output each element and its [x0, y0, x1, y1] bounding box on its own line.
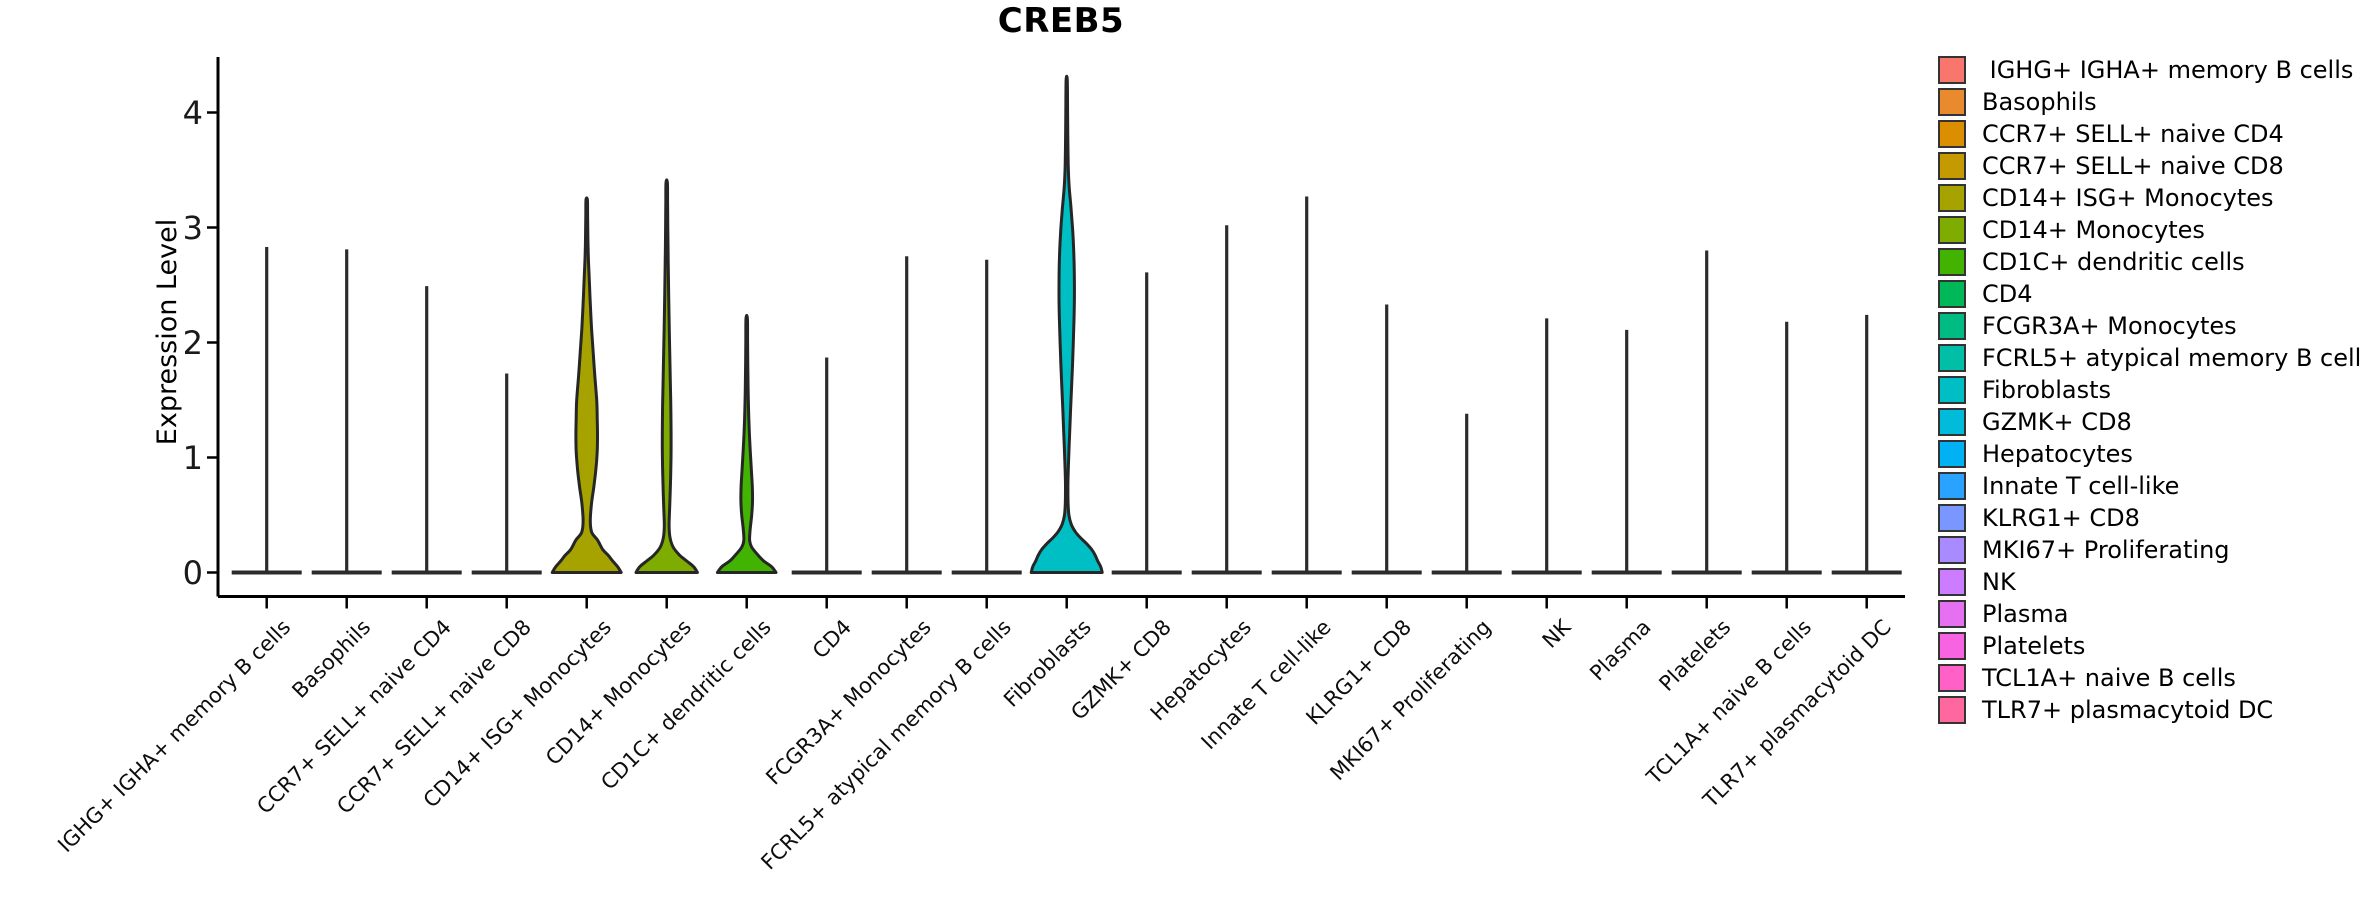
legend-swatch-plasma — [1938, 600, 1966, 628]
legend-item-cd14-monocytes: CD14+ Monocytes — [1938, 214, 2362, 246]
legend-label: CD1C+ dendritic cells — [1982, 247, 2245, 276]
legend-swatch-gzmk-cd8 — [1938, 408, 1966, 436]
violin-cd14-monocytes — [634, 178, 699, 574]
legend-swatch-tlr7-plasmacytoid-dc — [1938, 696, 1966, 724]
legend-label: KLRG1+ CD8 — [1982, 503, 2140, 532]
legend-label: Innate T cell-like — [1982, 471, 2180, 500]
violin-cd1c-dendritic-cells — [715, 313, 778, 574]
legend-swatch-ccr7-sell-naive-cd8 — [1938, 152, 1966, 180]
legend-item-mki67-proliferating: MKI67+ Proliferating — [1938, 534, 2362, 566]
legend-swatch-cd14-isg-monocytes — [1938, 184, 1966, 212]
legend-item-klrg1-cd8: KLRG1+ CD8 — [1938, 502, 2362, 534]
legend-swatch-nk — [1938, 568, 1966, 596]
legend-swatch-basophils — [1938, 88, 1966, 116]
legend-label: NK — [1982, 567, 2016, 596]
legend-label: Basophils — [1982, 87, 2097, 116]
legend-label: CCR7+ SELL+ naive CD4 — [1982, 119, 2284, 148]
legend-label: CD14+ ISG+ Monocytes — [1982, 183, 2274, 212]
legend-swatch-fibroblasts — [1938, 376, 1966, 404]
y-tick-label-4: 4 — [182, 93, 203, 132]
legend-item-platelets: Platelets — [1938, 630, 2362, 662]
legend: IGHG+ IGHA+ memory B cells Basophils CCR7+… — [1938, 54, 2362, 726]
legend-item-cd14-isg-monocytes: CD14+ ISG+ Monocytes — [1938, 182, 2362, 214]
legend-swatch-fcgr3a-monocytes — [1938, 312, 1966, 340]
legend-swatch-platelets — [1938, 632, 1966, 660]
y-tick-label-2: 2 — [182, 323, 203, 362]
legend-swatch-cd1c-dendritic-cells — [1938, 248, 1966, 276]
legend-label: IGHG+ IGHA+ memory B cells — [1982, 55, 2354, 84]
y-tick-label-1: 1 — [182, 438, 203, 477]
legend-item-tcl1a-naive-b-cells: TCL1A+ naive B cells — [1938, 662, 2362, 694]
legend-item-hepatocytes: Hepatocytes — [1938, 438, 2362, 470]
legend-swatch-fcrl5-atypical-memory-b-cells — [1938, 344, 1966, 372]
legend-swatch-cd14-monocytes — [1938, 216, 1966, 244]
legend-item-fcrl5-atypical-memory-b-cells: FCRL5+ atypical memory B cells — [1938, 342, 2362, 374]
legend-item-ighg-igha-memory-b-cells: IGHG+ IGHA+ memory B cells — [1938, 54, 2362, 86]
legend-label: MKI67+ Proliferating — [1982, 535, 2230, 564]
legend-label: FCGR3A+ Monocytes — [1982, 311, 2237, 340]
legend-label: TCL1A+ naive B cells — [1982, 663, 2236, 692]
legend-item-fcgr3a-monocytes: FCGR3A+ Monocytes — [1938, 310, 2362, 342]
legend-item-cd1c-dendritic-cells: CD1C+ dendritic cells — [1938, 246, 2362, 278]
legend-item-fibroblasts: Fibroblasts — [1938, 374, 2362, 406]
legend-label: CCR7+ SELL+ naive CD8 — [1982, 151, 2284, 180]
legend-swatch-hepatocytes — [1938, 440, 1966, 468]
legend-swatch-klrg1-cd8 — [1938, 504, 1966, 532]
legend-item-tlr7-plasmacytoid-dc: TLR7+ plasmacytoid DC — [1938, 694, 2362, 726]
legend-item-cd4: CD4 — [1938, 278, 2362, 310]
legend-swatch-ighg-igha-memory-b-cells — [1938, 56, 1966, 84]
legend-label: Fibroblasts — [1982, 375, 2112, 404]
legend-label: Hepatocytes — [1982, 439, 2133, 468]
legend-swatch-ccr7-sell-naive-cd4 — [1938, 120, 1966, 148]
plot-title: CREB5 — [997, 1, 1125, 41]
violin-cd14-isg-monocytes — [550, 196, 623, 574]
legend-item-basophils: Basophils — [1938, 86, 2362, 118]
legend-item-gzmk-cd8: GZMK+ CD8 — [1938, 406, 2362, 438]
legend-label: GZMK+ CD8 — [1982, 407, 2132, 436]
legend-item-ccr7-sell-naive-cd4: CCR7+ SELL+ naive CD4 — [1938, 118, 2362, 150]
legend-label: FCRL5+ atypical memory B cells — [1982, 343, 2362, 372]
legend-label: TLR7+ plasmacytoid DC — [1982, 695, 2274, 724]
legend-swatch-tcl1a-naive-b-cells — [1938, 664, 1966, 692]
y-tick-label-3: 3 — [182, 208, 203, 247]
violin-fibroblasts — [1029, 74, 1104, 574]
legend-swatch-mki67-proliferating — [1938, 536, 1966, 564]
legend-item-plasma: Plasma — [1938, 598, 2362, 630]
legend-label: CD14+ Monocytes — [1982, 215, 2205, 244]
legend-item-ccr7-sell-naive-cd8: CCR7+ SELL+ naive CD8 — [1938, 150, 2362, 182]
legend-label: Platelets — [1982, 631, 2086, 660]
y-tick-label-0: 0 — [182, 553, 203, 592]
legend-item-innate-t-cell-like: Innate T cell-like — [1938, 470, 2362, 502]
legend-swatch-cd4 — [1938, 280, 1966, 308]
legend-item-nk: NK — [1938, 566, 2362, 598]
legend-swatch-innate-t-cell-like — [1938, 472, 1966, 500]
legend-label: CD4 — [1982, 279, 2033, 308]
legend-label: Plasma — [1982, 599, 2069, 628]
